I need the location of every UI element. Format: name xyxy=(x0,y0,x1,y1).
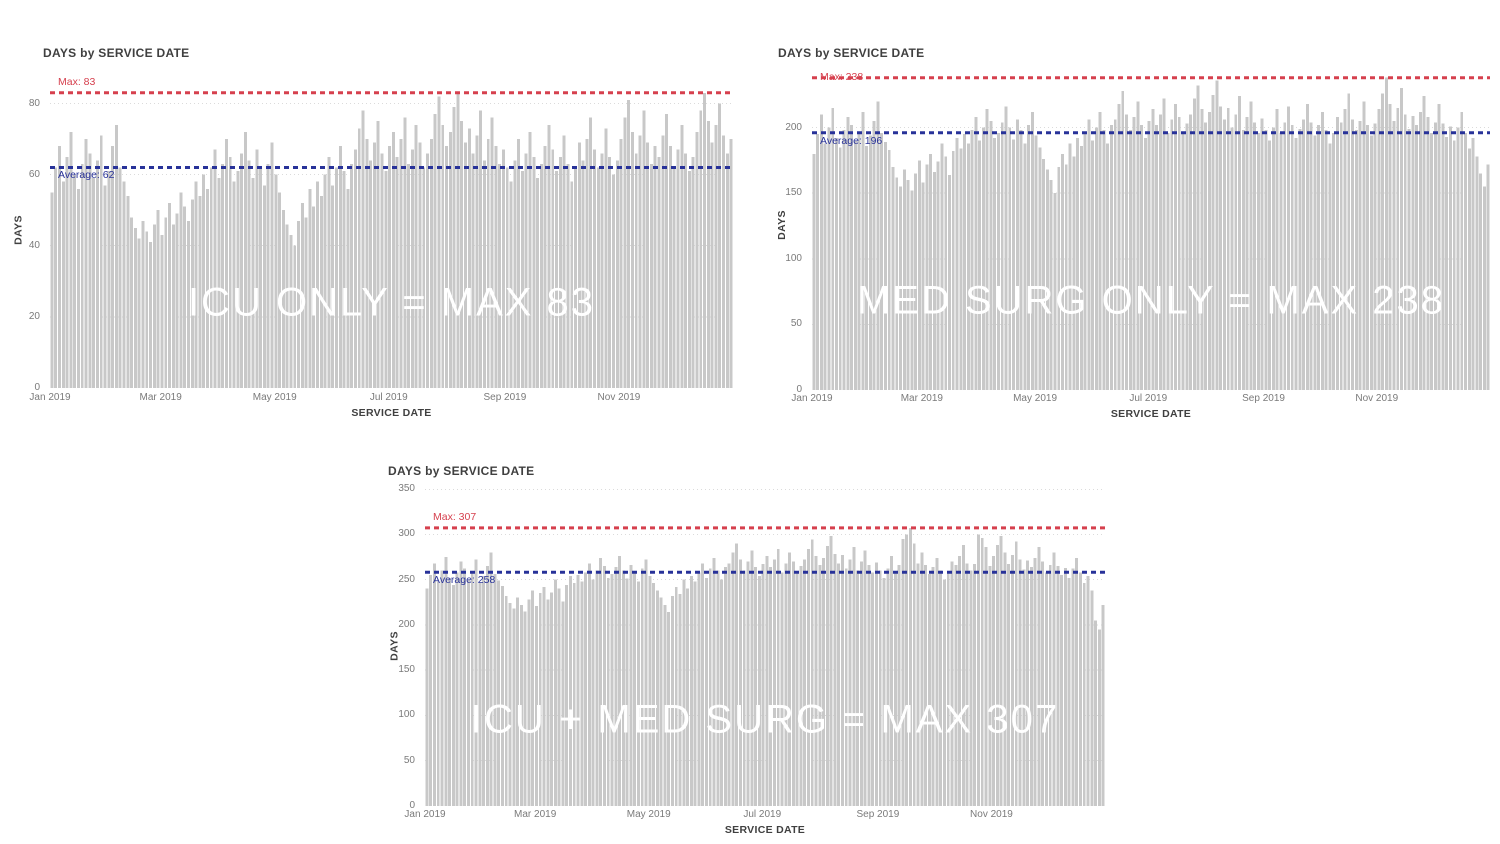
x-tick-label: Sep 2019 xyxy=(1242,393,1285,404)
chart-icu-only: DAYS by SERVICE DATE DAYS 0 20 40 60 80 Max:… xyxy=(0,30,757,430)
y-tick-label: 150 xyxy=(785,187,802,199)
x-axis-title: SERVICE DATE xyxy=(351,407,432,419)
x-tick-label: Sep 2019 xyxy=(483,392,527,403)
y-tick-label: 150 xyxy=(398,664,415,676)
x-tick-label: Jul 2019 xyxy=(743,809,782,820)
y-tick-label: 350 xyxy=(398,483,415,494)
x-tick-label: May 2019 xyxy=(252,392,297,403)
y-tick-label: 50 xyxy=(403,754,415,766)
y-tick-label: 100 xyxy=(785,252,802,264)
x-tick-label: Jan 2019 xyxy=(29,392,71,403)
y-tick-label: 0 xyxy=(34,382,40,393)
chart-med-surg-only: DAYS by SERVICE DATE DAYS 0 50 100 150 200 M… xyxy=(770,30,1500,430)
x-tick-label: Sep 2019 xyxy=(856,809,900,820)
plot-area[interactable]: Max: 83 Average: 62 ICU ONLY = MAX 83 xyxy=(50,75,733,388)
y-tick-label: 20 xyxy=(28,310,40,322)
average-line-label: Average: 62 xyxy=(58,169,115,182)
overlay-caption: ICU ONLY = MAX 83 xyxy=(187,280,596,325)
x-tick-label: Nov 2019 xyxy=(970,809,1013,820)
x-axis-ticks: Jan 2019 Mar 2019 May 2019 Jul 2019 Sep 2019… xyxy=(29,392,733,406)
x-tick-label: Mar 2019 xyxy=(139,392,182,403)
y-tick-label: 200 xyxy=(785,121,802,133)
x-tick-label: Jan 2019 xyxy=(791,393,833,404)
average-line-label: Average: 196 xyxy=(820,134,883,147)
y-tick-label: 0 xyxy=(409,800,415,811)
y-tick-label: 300 xyxy=(398,528,415,540)
max-line-label: Max: 83 xyxy=(58,75,96,88)
bars-svg xyxy=(50,91,733,388)
bars-svg xyxy=(425,489,1105,806)
chart-title: DAYS by SERVICE DATE xyxy=(43,46,190,60)
y-tick-label: 40 xyxy=(28,239,40,251)
x-tick-label: Mar 2019 xyxy=(514,809,557,820)
y-tick-label: 250 xyxy=(398,573,415,585)
x-axis-title: SERVICE DATE xyxy=(724,824,806,836)
max-line-label: Max: 307 xyxy=(433,510,477,523)
x-tick-label: Mar 2019 xyxy=(900,393,943,404)
x-tick-label: Jan 2019 xyxy=(404,809,446,820)
y-tick-label: 80 xyxy=(28,97,40,109)
y-tick-label: 60 xyxy=(28,168,40,180)
y-tick-label: 200 xyxy=(398,618,415,630)
x-axis-title: SERVICE DATE xyxy=(1110,408,1192,420)
x-tick-label: Jul 2019 xyxy=(1129,393,1168,404)
max-line-label: Max: 238 xyxy=(820,70,864,83)
x-tick-label: May 2019 xyxy=(626,809,671,820)
y-tick-label: 100 xyxy=(398,709,415,721)
plot-area[interactable]: Max: 238 Average: 196 MED SURG ONLY = MA… xyxy=(812,62,1490,390)
x-axis-ticks: Jan 2019 Mar 2019 May 2019 Jul 2019 Sep 2019… xyxy=(791,393,1490,407)
average-line-label: Average: 258 xyxy=(433,574,496,587)
chart-title: DAYS by SERVICE DATE xyxy=(778,46,925,60)
y-tick-label: 0 xyxy=(796,384,802,395)
x-axis-ticks: Jan 2019 Mar 2019 May 2019 Jul 2019 Sep 2019… xyxy=(404,809,1105,823)
x-tick-label: May 2019 xyxy=(1013,393,1058,404)
bars-svg xyxy=(812,76,1490,390)
y-tick-label: 50 xyxy=(790,318,802,330)
chart-title: DAYS by SERVICE DATE xyxy=(388,464,535,478)
y-axis-ticks: 0 50 100 150 200 250 300 350 xyxy=(389,483,421,811)
x-tick-label: Nov 2019 xyxy=(1355,393,1399,404)
x-tick-label: Jul 2019 xyxy=(369,392,408,403)
overlay-caption: MED SURG ONLY = MAX 238 xyxy=(856,278,1446,323)
chart-icu-plus-med-surg: DAYS by SERVICE DATE DAYS 0 50 100 150 200 25… xyxy=(380,446,1120,844)
y-axis-ticks: 0 50 100 150 200 xyxy=(776,62,808,395)
overlay-caption: ICU + MED SURG = MAX 307 xyxy=(470,697,1060,742)
y-axis-ticks: 0 20 40 60 80 xyxy=(14,75,46,394)
x-tick-label: Nov 2019 xyxy=(597,392,641,403)
plot-area[interactable]: Max: 307 Average: 258 ICU + MED SURG = M… xyxy=(425,489,1105,806)
